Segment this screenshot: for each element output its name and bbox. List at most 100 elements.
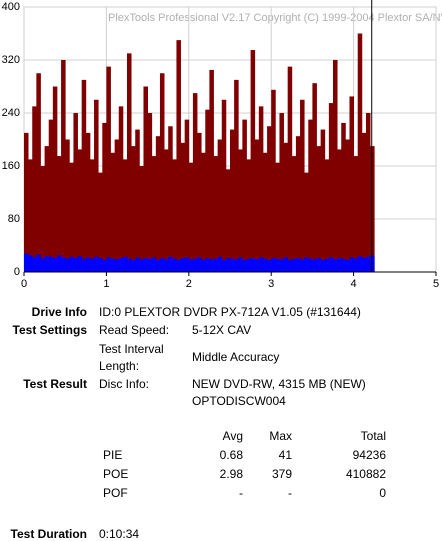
x-tick-label: 4 xyxy=(351,278,357,290)
bar xyxy=(56,255,62,272)
bar xyxy=(102,260,107,272)
bar xyxy=(246,159,251,272)
bar xyxy=(304,257,309,272)
bar xyxy=(139,259,144,272)
bar xyxy=(28,255,33,272)
bar xyxy=(271,89,276,272)
bar xyxy=(127,258,132,272)
table-cell: Avg xyxy=(222,429,243,443)
y-tick-label: 0 xyxy=(14,266,20,278)
table-cell: 0.68 xyxy=(219,448,243,462)
bar xyxy=(365,113,371,272)
bar xyxy=(48,119,54,272)
bar xyxy=(258,257,264,272)
bar xyxy=(324,159,330,272)
bar xyxy=(250,50,256,272)
bar xyxy=(291,156,297,272)
bar xyxy=(110,258,116,272)
bar xyxy=(110,152,116,272)
bar xyxy=(238,149,243,272)
bar xyxy=(353,258,359,272)
table-cell: 0 xyxy=(379,486,386,500)
bar xyxy=(98,258,103,272)
x-tick-label: 3 xyxy=(268,278,274,290)
bar xyxy=(184,119,190,272)
table-cell: Max xyxy=(269,429,292,443)
bar xyxy=(24,253,29,272)
bar xyxy=(258,106,264,272)
bar xyxy=(275,258,280,272)
bar xyxy=(300,99,305,272)
bar xyxy=(230,258,235,272)
bar xyxy=(147,258,153,272)
bar xyxy=(164,149,169,272)
bar xyxy=(209,69,214,272)
x-tick-label: 1 xyxy=(103,278,109,290)
y-tick-label: 240 xyxy=(2,107,20,119)
bar xyxy=(370,255,375,272)
bar xyxy=(102,122,107,272)
bar xyxy=(337,149,342,272)
bar xyxy=(333,259,338,272)
bar xyxy=(242,260,247,272)
bar xyxy=(151,156,157,272)
bar xyxy=(234,79,239,272)
bar xyxy=(131,146,136,272)
x-tick-label: 0 xyxy=(21,278,27,290)
bar xyxy=(159,73,165,272)
y-tick-label: 80 xyxy=(8,213,20,225)
bar xyxy=(81,79,87,272)
bar xyxy=(98,172,103,272)
bar xyxy=(122,256,128,272)
bar xyxy=(180,258,186,272)
bar xyxy=(254,139,260,272)
bar xyxy=(118,258,124,272)
bar xyxy=(361,258,367,272)
label: Test Result xyxy=(23,377,87,391)
bar xyxy=(40,166,45,272)
value: 5-12X CAV xyxy=(192,323,252,337)
table-cell: - xyxy=(288,486,292,500)
chart: PlexTools Professional V2.17 Copyright (… xyxy=(2,0,442,290)
bar xyxy=(262,152,268,272)
bar xyxy=(333,60,338,272)
bar xyxy=(341,122,346,272)
y-tick-label: 160 xyxy=(2,160,20,172)
bar xyxy=(176,260,181,272)
bar xyxy=(89,258,95,272)
label: Test Duration xyxy=(10,527,87,541)
y-tick-label: 320 xyxy=(2,54,20,66)
bar xyxy=(135,129,140,272)
bar xyxy=(44,256,50,272)
bar xyxy=(262,258,268,272)
bar xyxy=(118,106,124,272)
bar xyxy=(291,258,297,272)
bar xyxy=(24,132,29,272)
bar xyxy=(192,93,198,272)
bar xyxy=(308,119,313,272)
bar xyxy=(52,258,58,272)
bar xyxy=(89,159,95,272)
y-tick-label: 400 xyxy=(2,1,20,13)
bar xyxy=(135,257,140,272)
bar xyxy=(316,258,322,272)
bar xyxy=(267,260,272,272)
bar xyxy=(283,257,289,272)
bar xyxy=(221,99,227,272)
label: Read Speed: xyxy=(99,323,170,337)
bar xyxy=(349,96,354,272)
bar xyxy=(94,99,99,272)
bar xyxy=(139,166,144,272)
bar xyxy=(242,119,247,272)
bar xyxy=(361,132,367,272)
bar xyxy=(271,258,276,272)
bar xyxy=(114,259,120,272)
bar xyxy=(197,132,202,272)
bar xyxy=(143,86,148,272)
bar xyxy=(357,33,363,272)
bar xyxy=(275,162,280,272)
bar xyxy=(341,258,346,272)
bar xyxy=(337,258,342,272)
bar xyxy=(201,260,206,272)
label: Drive Info xyxy=(31,305,87,319)
